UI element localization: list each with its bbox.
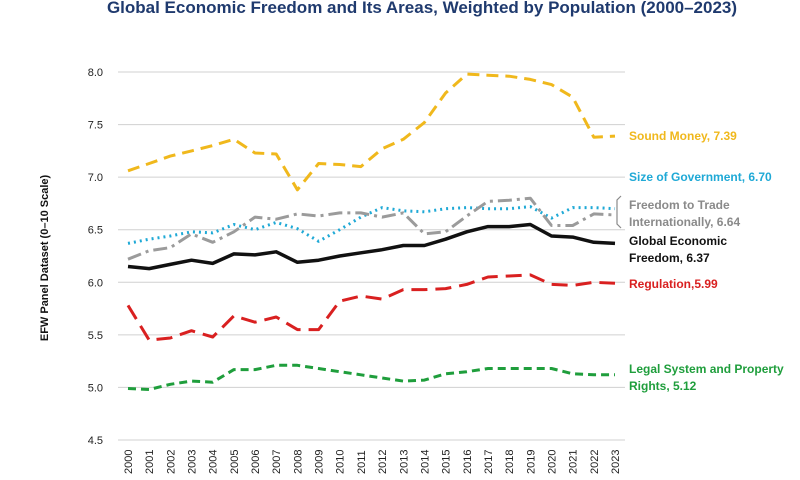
x-tick-label: 2003 [187, 450, 199, 474]
x-tick-label: 2000 [123, 450, 135, 474]
y-tick-label: 6.5 [88, 225, 103, 237]
series-line-freedom-to-trade-internationally [127, 196, 616, 261]
x-tick-label: 2006 [250, 450, 262, 474]
x-tick-label: 2008 [292, 450, 304, 474]
x-tick-label: 2001 [144, 450, 156, 474]
x-tick-label: 2016 [462, 450, 474, 474]
x-tick-label: 2021 [568, 450, 580, 474]
y-axis-ticks: 4.5 5.0 5.5 6.0 6.5 7.0 7.5 8.0 [88, 67, 103, 447]
series-line-regulation [126, 273, 616, 342]
x-axis-ticks: 2000 2001 2002 2003 2004 2005 2006 2007 2008 2009… [123, 450, 622, 474]
x-tick-label: 2007 [271, 450, 283, 474]
series-lines [126, 72, 616, 391]
series-label-freedom-to-trade-internationally: Freedom to Trade Internationally, 6.64 [629, 198, 740, 229]
x-tick-label: 2012 [377, 450, 389, 474]
chart-title: Global Economic Freedom and Its Areas, W… [107, 0, 737, 17]
series-labels: Sound Money, 7.39 Size of Government, 6.7… [616, 129, 784, 393]
x-tick-label: 2014 [419, 450, 431, 474]
x-tick-label: 2017 [483, 450, 495, 474]
series-line-legal-system-and-property-rights [127, 363, 615, 391]
series-label-sound-money: Sound Money, 7.39 [629, 129, 737, 143]
x-tick-label: 2009 [314, 450, 326, 474]
x-tick-label: 2004 [208, 450, 220, 474]
series-label-legal-system-and-property-rights: Legal System and Property Rights, 5.12 [629, 362, 784, 393]
x-tick-label: 2015 [441, 450, 453, 474]
x-tick-label: 2010 [335, 450, 347, 474]
x-tick-label: 2018 [504, 450, 516, 474]
grid-lines [118, 71, 625, 441]
x-tick-label: 2020 [546, 450, 558, 474]
x-tick-label: 2002 [165, 450, 177, 474]
x-tick-label: 2022 [589, 450, 601, 474]
y-tick-label: 7.5 [88, 120, 103, 132]
series-label-global-economic-freedom: Global Economic Freedom, 6.37 [629, 234, 727, 265]
x-tick-label: 2013 [398, 450, 410, 474]
x-tick-label: 2005 [229, 450, 241, 474]
y-axis-label: EFW Panel Dataset (0–10 Scale) [39, 175, 51, 342]
x-tick-label: 2023 [610, 450, 622, 474]
series-line-global-economic-freedom [127, 222, 616, 271]
series-label-size-of-government: Size of Government, 6.70 [629, 170, 772, 184]
y-tick-label: 5.0 [88, 382, 103, 394]
label-bracket [616, 195, 622, 229]
series-label-regulation: Regulation,5.99 [629, 277, 718, 291]
series-line-sound-money [127, 72, 616, 192]
y-tick-label: 7.0 [88, 172, 103, 184]
x-tick-label: 2019 [525, 450, 537, 474]
y-tick-label: 8.0 [88, 67, 103, 79]
y-tick-label: 4.5 [88, 435, 103, 447]
y-tick-label: 6.0 [88, 277, 103, 289]
x-tick-label: 2011 [356, 450, 368, 474]
y-tick-label: 5.5 [88, 330, 103, 342]
series-line-size-of-government [127, 205, 616, 245]
